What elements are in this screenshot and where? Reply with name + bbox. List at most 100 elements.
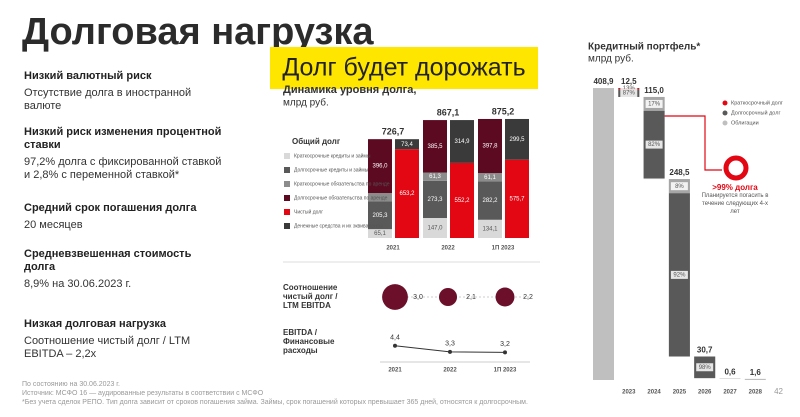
bar-segment: [395, 139, 419, 150]
banner: Долг будет дорожать: [282, 54, 525, 82]
bar-segment: [423, 180, 447, 219]
bubble: [495, 287, 515, 307]
share-label: 82%: [648, 142, 661, 148]
legend-label: Облигации: [731, 120, 759, 126]
bubble: [382, 284, 408, 310]
bubble: [438, 287, 458, 307]
bar-label: 65,1: [374, 231, 386, 237]
legend-swatch: [284, 195, 290, 201]
donut-icon: [723, 155, 749, 181]
legend-swatch: [722, 110, 728, 116]
bar-segment: [423, 172, 447, 181]
bar-segment: [478, 118, 502, 174]
bar-label: 147,0: [427, 226, 443, 232]
bar-label: 653,2: [399, 191, 415, 197]
bar-segment: [368, 139, 392, 194]
share-box: [645, 140, 663, 149]
legend-swatch: [722, 100, 728, 106]
legend-swatch: [722, 120, 728, 126]
bar-segment: [478, 181, 502, 220]
point: Средний срок погашения долга 20 месяцев: [24, 202, 224, 232]
bar-segment: [478, 173, 502, 182]
share-box: [670, 270, 688, 279]
point: Низкий риск изменения процентной ставки 9…: [24, 126, 224, 182]
total-label: 867,1: [437, 107, 460, 117]
bar-label: 385,5: [427, 144, 443, 150]
share-box: [670, 182, 688, 191]
point-text: Соотношение чистый долг / LTM EBITDA – 2…: [24, 335, 191, 360]
bar: [744, 378, 766, 380]
x-tick-label: 1П 2023: [494, 368, 517, 374]
x-tick-label: 2022: [441, 246, 455, 252]
value-label: 115,0: [644, 86, 664, 95]
chart-title: чистый долг /: [283, 292, 338, 301]
chart-title: Кредитный портфель*: [588, 41, 700, 53]
footnote: По состоянию на 30.06.2023 г.: [22, 381, 120, 388]
value-label: 408,9: [593, 77, 614, 86]
bar: [593, 88, 614, 380]
legend-swatch: [284, 167, 290, 173]
share-box: [645, 99, 663, 108]
bar-segment: [423, 218, 447, 238]
legend-swatch: [284, 153, 290, 159]
value-label: 12,5: [621, 77, 637, 86]
bar-label: 396,0: [372, 164, 388, 170]
bar-label: 205,3: [372, 213, 388, 219]
total-label: 726,7: [382, 127, 405, 137]
legend-label: Краткосрочные обязательства по аренде: [294, 181, 390, 187]
bar-label: 61,1: [484, 175, 496, 181]
legend-label: Долгосрочный долг: [731, 109, 780, 116]
value-label: 30,7: [697, 346, 713, 355]
legend-title: Общий долг: [292, 137, 341, 146]
legend-swatch: [284, 181, 290, 187]
x-tick-label: 2026: [698, 390, 712, 396]
bar-segment: [505, 159, 529, 238]
share-label: 8%: [675, 184, 684, 190]
slide-title: Долговая нагрузка: [22, 11, 374, 53]
bar-label: 552,2: [454, 198, 470, 204]
value-label: 0,6: [724, 368, 736, 377]
share-label: 17%: [648, 102, 661, 108]
x-tick-label: 2022: [443, 368, 457, 374]
bar-label: 134,1: [482, 226, 498, 232]
bar-segment: [505, 118, 529, 160]
chart-title: LTM EBITDA: [283, 301, 331, 310]
chart-title: EBITDA /: [283, 328, 318, 337]
bar-segment: [478, 219, 502, 238]
annotation-headline: >99% долга: [712, 183, 758, 192]
chart-title: расходы: [283, 346, 318, 355]
point-heading: Низкая долговая нагрузка: [24, 318, 167, 330]
chart-title: Динамика уровня долга,: [283, 84, 416, 96]
x-tick-label: 2024: [647, 390, 661, 396]
bar-segment: [368, 193, 392, 202]
value-label: 3,0: [413, 294, 423, 301]
bar-label: 273,3: [427, 197, 443, 203]
legend-label: Чистый долг: [294, 208, 323, 215]
x-tick-label: 1П 2023: [492, 246, 515, 252]
value-label: 4,4: [390, 335, 400, 342]
point-text: 8,9% на 30.06.2023 г.: [24, 278, 132, 290]
point-heading: Средневзвешенная стоимость долга: [24, 248, 192, 273]
bar-segment: [450, 162, 474, 238]
bar: [719, 378, 741, 379]
bar-label: 299,5: [509, 137, 525, 143]
share-box: [696, 363, 714, 372]
x-tick-label: 2021: [388, 368, 402, 374]
connector: [660, 115, 722, 171]
bar-segment: [423, 120, 447, 173]
footnote: Источник: МСФО 16 — аудированные результ…: [22, 390, 264, 397]
x-tick-label: 2025: [673, 390, 687, 396]
bar-label: 397,8: [482, 144, 498, 150]
bar-label: 282,2: [482, 198, 498, 204]
x-tick-label: 2023: [622, 390, 636, 396]
x-tick-label: 2028: [749, 390, 763, 396]
chart-subtitle: млрд руб.: [588, 53, 634, 65]
legend-label: Краткосрочные кредиты и займы: [294, 152, 371, 159]
legend-swatch: [284, 223, 290, 229]
bar-label: 73,4: [401, 142, 413, 148]
share-box: [620, 84, 638, 93]
bar-segment: [368, 201, 392, 230]
x-tick-label: 2021: [386, 246, 400, 252]
